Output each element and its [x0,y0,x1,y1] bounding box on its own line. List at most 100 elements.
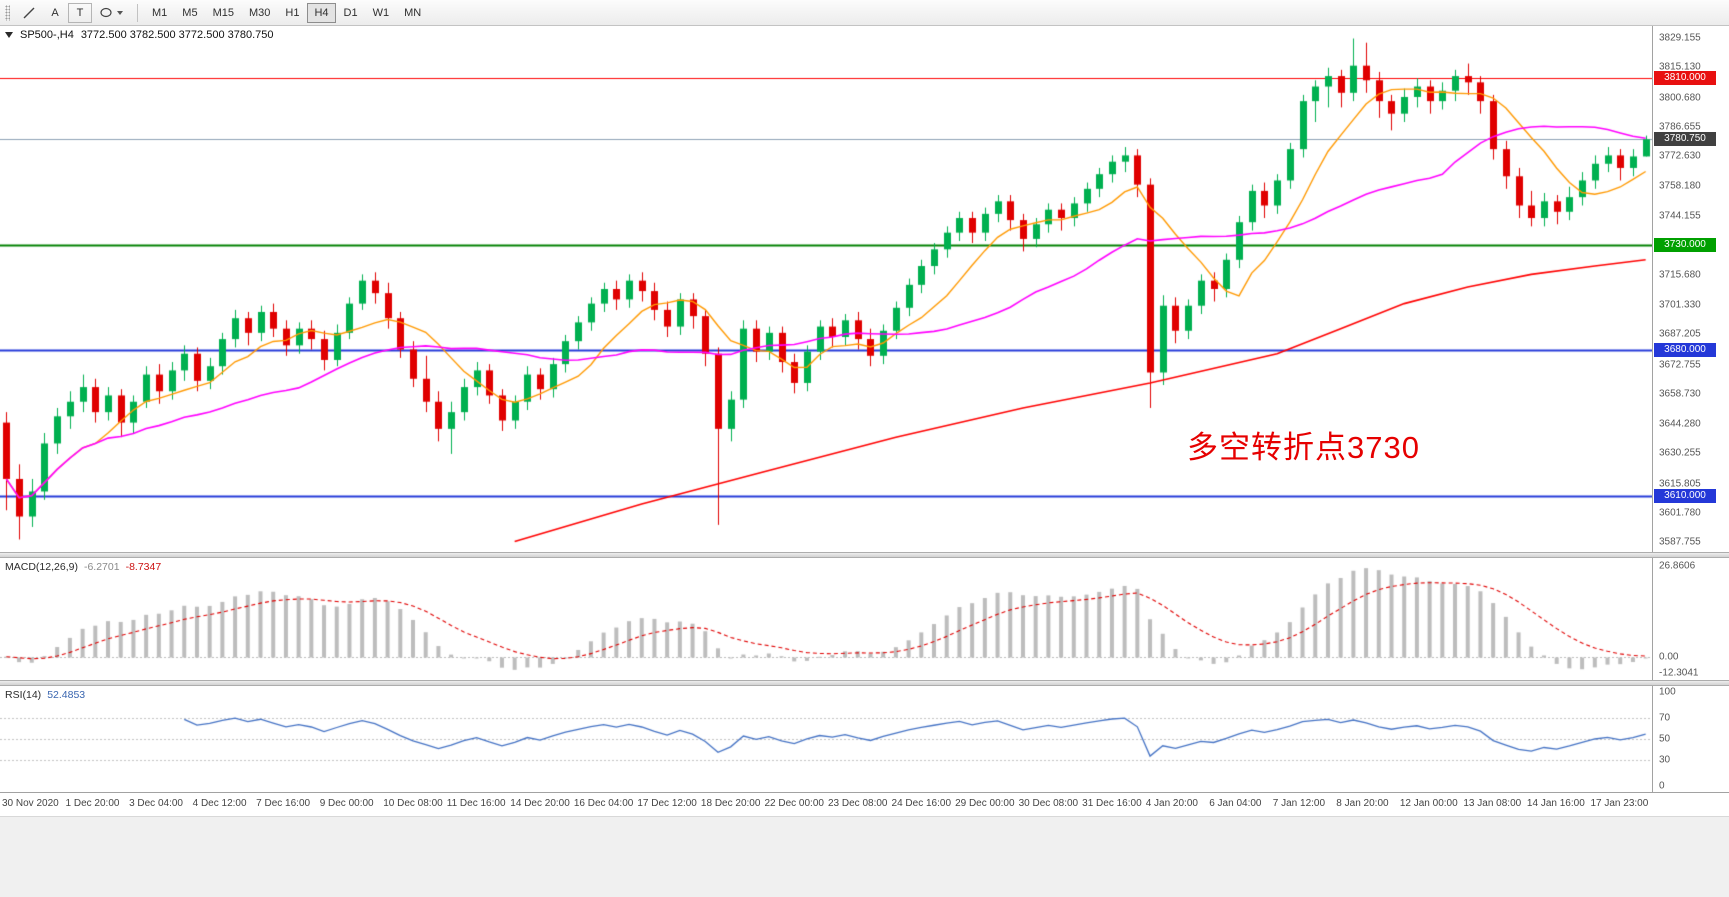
price-badge-3610.000: 3610.000 [1654,488,1716,503]
ellipse-shape-icon [100,7,112,18]
price-axis-label: 3744.155 [1659,210,1701,222]
main-chart-panel: SP500-,H4 3772.500 3782.500 3772.500 378… [0,26,1729,552]
toolbar-drag-handle[interactable] [5,4,10,21]
time-axis-label: 8 Jan 20:00 [1336,798,1389,809]
rsi-label: RSI(14) [5,689,42,701]
timeframe-button-w1[interactable]: W1 [366,3,397,23]
trendline-tool-icon [23,7,35,18]
time-axis-label: 17 Dec 12:00 [637,798,697,809]
time-axis-label: 30 Nov 2020 [2,798,59,809]
price-axis-label: 3658.730 [1659,388,1701,400]
chart-annotation-text[interactable]: 多空转折点3730 [1187,430,1420,465]
toolbar-separator [137,3,138,22]
rsi-axis-label: 70 [1659,712,1671,724]
panel-resize-handle-macd[interactable] [0,552,1729,558]
rsi-axis-separator [1652,686,1653,792]
trendline-tool-button[interactable] [16,3,42,23]
arrow-tool-button[interactable]: A [43,3,67,23]
price-axis-label: 3672.755 [1659,359,1701,371]
timeframe-group: M1 M5 M15 M30 H1 H4 D1 W1 MN [145,2,428,23]
toolbar: A T M1 M5 M15 M30 H1 H4 D1 W1 MN [0,0,1729,26]
time-axis-label: 12 Jan 00:00 [1399,798,1458,809]
price-axis-label: 3587.755 [1659,536,1701,548]
time-axis-label: 17 Jan 23:00 [1590,798,1649,809]
ohlc-readout: 3772.500 3782.500 3772.500 3780.750 [80,29,274,41]
price-axis-label: 3758.180 [1659,180,1701,192]
time-axis-label: 24 Dec 16:00 [891,798,952,809]
rsi-value: 52.4853 [47,689,86,701]
time-axis-label: 7 Jan 12:00 [1272,798,1326,809]
price-axis-label: 3687.205 [1659,328,1701,340]
price-axis-label: 3800.680 [1659,92,1701,104]
time-axis-label: 9 Dec 00:00 [319,798,374,809]
panel-resize-handle-rsi[interactable] [0,680,1729,686]
symbol-timeframe-label: SP500-,H4 [20,29,74,41]
timeframe-button-m15[interactable]: M15 [206,3,241,23]
macd-canvas[interactable] [0,558,1652,680]
macd-axis-label: 0.00 [1659,651,1679,663]
time-axis[interactable]: 30 Nov 2020 1 Dec 20:00 3 Dec 04:00 4 Dec 1… [0,792,1729,816]
price-axis-label: 3630.255 [1659,447,1701,459]
symbol-dropdown-icon[interactable] [5,32,13,38]
time-axis-label: 3 Dec 04:00 [129,798,183,809]
price-badge-3680.000: 3680.000 [1654,342,1716,357]
price-badge-3780.750: 3780.750 [1654,132,1716,147]
price-axis-label: 3829.155 [1659,32,1701,44]
price-axis-label: 3644.280 [1659,418,1701,430]
macd-header: MACD(12,26,9) -6.2701 -8.7347 [5,561,161,573]
price-badge-3810.000: 3810.000 [1654,71,1716,86]
macd-axis-label: -12.3041 [1659,667,1699,679]
macd-main-value: -6.2701 [83,561,120,573]
price-axis-label: 3601.780 [1659,507,1701,519]
macd-label: MACD(12,26,9) [5,561,78,573]
time-axis-label: 7 Dec 16:00 [256,798,311,809]
time-axis-label: 13 Jan 08:00 [1463,798,1522,809]
shapes-tool-button[interactable] [93,3,130,23]
timeframe-button-mn[interactable]: MN [397,3,428,23]
timeframe-button-h1[interactable]: H1 [278,3,306,23]
time-axis-label: 10 Dec 08:00 [383,798,443,809]
rsi-axis-label: 30 [1659,754,1671,766]
timeframe-button-d1[interactable]: D1 [337,3,365,23]
macd-axis-separator [1652,558,1653,680]
price-axis-label: 3772.630 [1659,150,1701,162]
rsi-axis-label: 100 [1659,686,1676,698]
rsi-axis-label: 0 [1659,780,1665,792]
time-axis-label: 4 Jan 20:00 [1145,798,1198,809]
time-axis-label: 6 Jan 04:00 [1209,798,1262,809]
price-chart-canvas[interactable] [0,26,1652,552]
price-axis-label: 3786.655 [1659,121,1701,133]
time-axis-label: 4 Dec 12:00 [192,798,247,809]
timeframe-button-h4[interactable]: H4 [307,2,336,23]
macd-signal-value: -8.7347 [125,561,162,573]
time-axis-label: 1 Dec 20:00 [65,798,120,809]
price-axis-label: 3615.805 [1659,478,1701,490]
time-axis-label: 22 Dec 00:00 [764,798,824,809]
time-axis-label: 14 Jan 16:00 [1526,798,1585,809]
timeframe-button-m30[interactable]: M30 [242,3,277,23]
macd-axis-label: 26.8606 [1659,560,1696,572]
time-axis-label: 31 Dec 16:00 [1082,798,1142,809]
bottom-window-area [0,816,1729,897]
price-badge-3730.000: 3730.000 [1654,238,1716,253]
time-axis-label: 30 Dec 08:00 [1018,798,1079,809]
time-axis-label: 16 Dec 04:00 [573,798,634,809]
price-axis-label: 3815.130 [1659,61,1701,73]
time-axis-label: 23 Dec 08:00 [828,798,888,809]
time-axis-label: 29 Dec 00:00 [955,798,1015,809]
rsi-canvas[interactable] [0,686,1652,792]
rsi-header: RSI(14) 52.4853 [5,689,85,701]
chart-header: SP500-,H4 3772.500 3782.500 3772.500 378… [5,29,274,41]
text-tool-button[interactable]: T [68,2,92,23]
time-axis-label: 11 Dec 16:00 [446,798,506,809]
time-axis-label: 18 Dec 20:00 [700,798,761,809]
macd-panel: MACD(12,26,9) -6.2701 -8.7347 26.8606 0.0… [0,558,1729,680]
timeframe-button-m1[interactable]: M1 [145,3,174,23]
rsi-axis-label: 50 [1659,733,1671,745]
price-axis-label: 3701.330 [1659,299,1701,311]
time-axis-label: 14 Dec 20:00 [510,798,570,809]
price-axis-separator [1652,26,1653,552]
price-axis-label: 3715.680 [1659,269,1701,281]
timeframe-button-m5[interactable]: M5 [175,3,204,23]
